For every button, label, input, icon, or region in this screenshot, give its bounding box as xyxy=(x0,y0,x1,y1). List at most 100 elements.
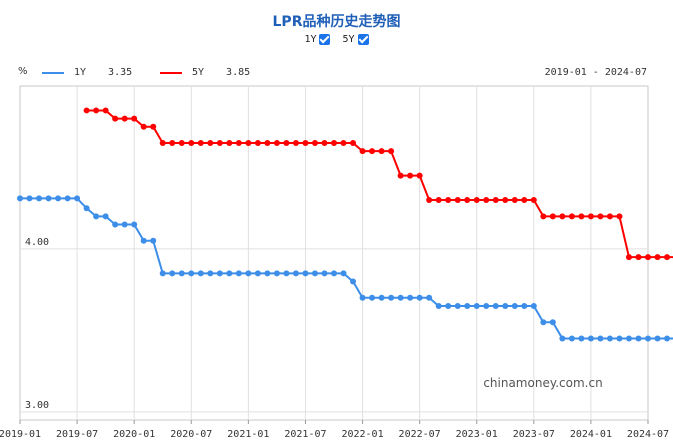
series-5y-point xyxy=(473,197,480,204)
series-5y-point xyxy=(159,140,166,147)
series-1y-point xyxy=(264,270,271,277)
series-5y-point xyxy=(521,197,528,204)
series-1y-point xyxy=(283,270,290,277)
legend-5y-value: 3.85 xyxy=(226,67,251,78)
series-5y-point xyxy=(140,123,147,130)
x-tick-label: 2022-07 xyxy=(399,429,441,440)
series-5y-point xyxy=(606,213,613,220)
date-range: 2019-01 - 2024-07 xyxy=(544,67,647,78)
series-1y-point xyxy=(454,302,461,309)
series-5y-point xyxy=(207,140,214,147)
plot-frame xyxy=(19,85,649,421)
x-tick-label: 2021-07 xyxy=(284,429,326,440)
legend-item-5y: 5Y 3.85 xyxy=(160,67,250,78)
series-1y-point xyxy=(616,335,623,342)
series-5y-point xyxy=(321,140,328,147)
series-1y-point xyxy=(511,302,518,309)
x-tick-label: 2020-01 xyxy=(113,429,155,440)
series-1y-point xyxy=(83,205,90,212)
series-1y-point xyxy=(502,302,509,309)
legend-5y-line xyxy=(160,71,182,74)
toggle-1y-checkbox-icon[interactable] xyxy=(319,34,331,45)
series-5y-point xyxy=(216,140,223,147)
x-tick-label: 2019-01 xyxy=(0,429,41,440)
x-tick-label: 2024-07 xyxy=(627,429,669,440)
series-1y-point xyxy=(188,270,195,277)
series-1y-point xyxy=(311,270,318,277)
x-tick-label: 2023-01 xyxy=(456,429,498,440)
series-1y-point xyxy=(559,335,566,342)
series-1y-point xyxy=(17,195,23,202)
series-5y-point xyxy=(625,254,632,261)
series-1y-point xyxy=(435,302,442,309)
series-1y-point xyxy=(64,195,71,202)
series-1y-point xyxy=(36,195,43,202)
series-1y-point xyxy=(521,302,528,309)
series-1y-point xyxy=(597,335,604,342)
series-5y-point xyxy=(483,197,490,204)
series-1y-point xyxy=(445,302,452,309)
series-5y-point xyxy=(654,254,661,261)
series-1y-point xyxy=(331,270,337,277)
series-5y-point xyxy=(540,213,547,220)
series-1y-point xyxy=(606,335,613,342)
series-1y-point xyxy=(216,270,223,277)
series-1y-point xyxy=(464,302,471,309)
series-5y-point xyxy=(578,213,585,220)
series-5y-point xyxy=(445,197,452,204)
series-1y-point xyxy=(159,270,166,277)
series-1y-point xyxy=(350,278,357,285)
series-1y-point xyxy=(140,237,147,244)
series-5y-point xyxy=(568,213,575,220)
series-5y-point xyxy=(169,140,176,147)
legend-1y-line xyxy=(42,71,64,74)
series-5y-point xyxy=(150,123,157,130)
series-1y-point xyxy=(74,195,81,202)
series-1y-point xyxy=(197,270,204,277)
series-5y-point xyxy=(93,107,100,114)
series-5y-point xyxy=(559,213,566,220)
series-5y-point xyxy=(492,197,499,204)
series-5y-point xyxy=(83,107,90,114)
series-5y-line xyxy=(86,109,673,259)
series-toggles: 1Y 5Y xyxy=(0,34,673,45)
series-5y-point xyxy=(331,140,337,147)
series-1y-point xyxy=(530,302,537,309)
series-1y-point xyxy=(340,270,347,277)
series-5y-point xyxy=(426,197,433,204)
series-5y-point xyxy=(131,115,138,122)
toggle-5y[interactable]: 5Y xyxy=(343,34,369,45)
series-1y-point xyxy=(664,335,671,342)
x-tick-label: 2022-01 xyxy=(341,429,383,440)
series-5y-point xyxy=(664,254,671,261)
series-1y-point xyxy=(131,221,138,228)
series-5y-point xyxy=(549,213,556,220)
x-tick-label: 2019-07 xyxy=(56,429,98,440)
chart-title: LPR品种历史走势图 xyxy=(272,14,401,30)
series-1y-point xyxy=(407,294,414,301)
series-1y-point xyxy=(226,270,233,277)
series-5y-point xyxy=(511,197,518,204)
series-1y-point xyxy=(473,302,480,309)
series-1y-point xyxy=(540,319,547,326)
series-1y-point xyxy=(207,270,214,277)
series-5y-point xyxy=(435,197,442,204)
series-1y-point xyxy=(359,294,366,301)
toggle-5y-checkbox-icon[interactable] xyxy=(357,34,369,45)
series-1y-point xyxy=(169,270,176,277)
toggle-1y[interactable]: 1Y xyxy=(304,34,331,45)
series-1y-point xyxy=(321,270,328,277)
series-5y-point xyxy=(369,148,376,155)
series-1y-point xyxy=(483,302,490,309)
series-5y-point xyxy=(112,115,119,122)
series-1y-point xyxy=(150,237,157,244)
x-tick-label: 2024-01 xyxy=(570,429,612,440)
x-tick-label: 2020-07 xyxy=(170,429,212,440)
y-unit-label: % xyxy=(18,66,28,77)
series-5y-point xyxy=(388,148,395,155)
series-1y-point xyxy=(102,213,109,220)
series-5y-point xyxy=(102,107,109,114)
series-5y-point xyxy=(245,140,252,147)
x-tick-label: 2021-01 xyxy=(227,429,269,440)
series-5y-point xyxy=(264,140,271,147)
